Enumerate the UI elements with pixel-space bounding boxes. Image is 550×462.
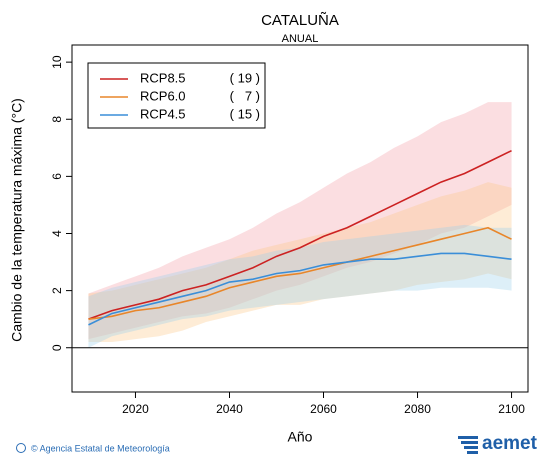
x-tick-label: 2100 [498,402,525,416]
legend-count: ( 19 ) [230,70,260,85]
y-tick-label: 2 [50,287,64,294]
series-line [88,226,512,320]
chart-subtitle: ANUAL [282,33,319,45]
legend-label: RCP4.5 [140,106,186,121]
series-line [88,149,512,320]
credit-icon [16,443,26,453]
y-tick-label: 10 [50,55,64,69]
x-tick-label: 2060 [310,402,337,416]
legend-label: RCP8.5 [140,70,186,85]
legend-label: RCP6.0 [140,88,186,103]
x-tick-label: 2040 [216,402,243,416]
x-axis-label: Año [288,429,313,445]
uncertainty-band [88,224,512,348]
footer-credit: © Agencia Estatal de Meteorología [31,443,170,453]
legend-box [87,62,266,129]
logo-mark [458,436,478,454]
legend-count: ( 15 ) [230,106,260,121]
series-line [88,252,512,326]
uncertainty-band [88,102,512,340]
legend-count: ( 7 ) [230,88,260,103]
y-tick-label: 6 [50,173,64,180]
chart-title: CATALUÑA [261,12,339,29]
x-tick-label: 2080 [404,402,431,416]
x-tick-label: 2020 [122,402,149,416]
y-axis-label: Cambio de la temperatura máxima (°C) [9,98,25,342]
plot-frame [71,44,529,393]
y-tick-label: 0 [50,344,64,351]
y-tick-label: 8 [50,116,64,123]
footer-logo: aemet [482,433,538,454]
uncertainty-band [88,182,512,343]
y-tick-label: 4 [50,230,64,237]
